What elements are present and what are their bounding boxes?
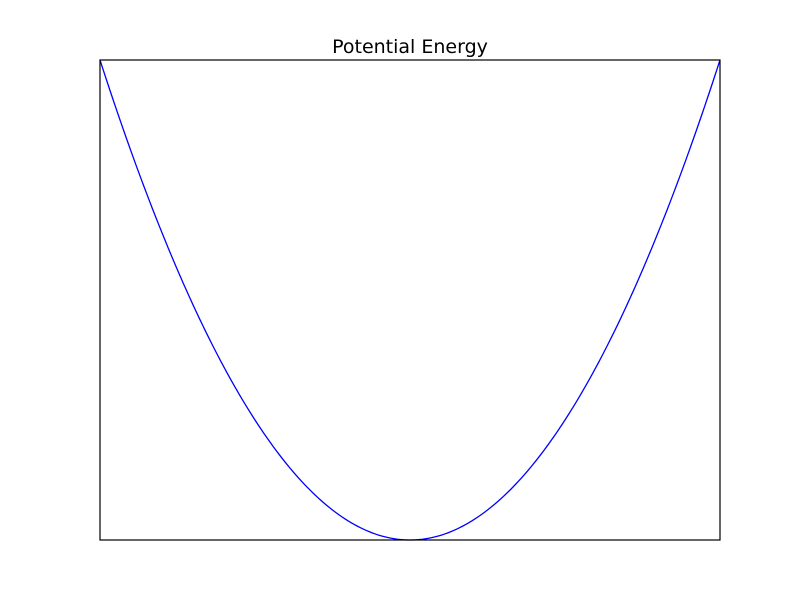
chart-title: Potential Energy [332,36,488,58]
axes-frame [99,59,721,541]
